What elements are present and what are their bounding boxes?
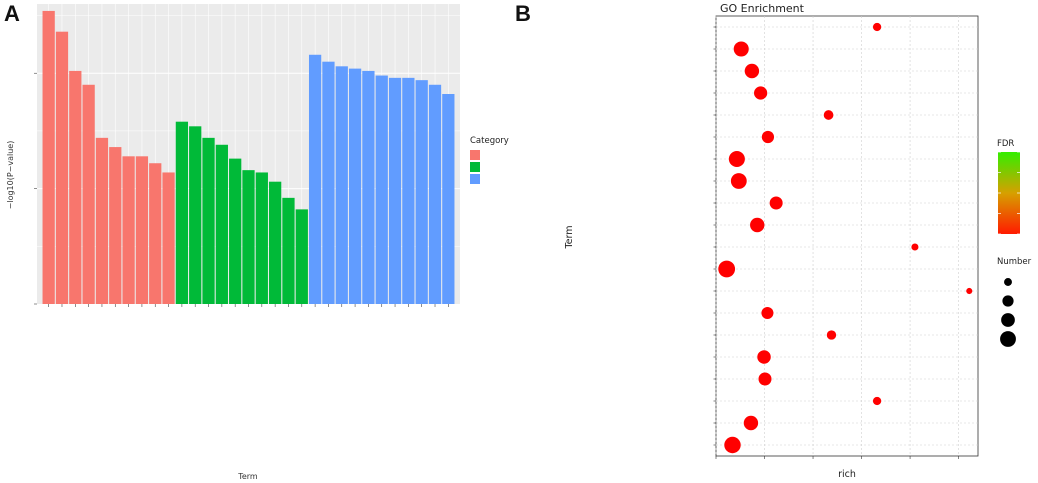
scatter-title: GO Enrichment [720,2,805,15]
bar-go-0071310 [402,77,415,304]
bar-go-0048856 [362,70,375,304]
bar-go-0006950 [335,66,348,304]
bar-go-0043230 [135,156,149,304]
bar-go-0005201 [255,172,268,304]
bar-chart-legend: Category [470,136,509,184]
legend-swatch-mf [470,162,480,172]
point-regulation-of-developmental-process [761,130,775,144]
bar-go-0070062 [162,172,175,304]
point-response-to-cytokine [823,110,834,120]
bar-go-0048731 [388,77,402,304]
point-extracellular-matrix [911,243,919,251]
point-system-development [733,41,749,57]
fdr-colorbar [998,152,1020,234]
bar-go-0005576 [55,31,69,304]
bar-go-0070887 [322,61,335,304]
bar-go-0031012 [82,84,95,305]
legend-swatch-bp [470,174,480,184]
point-negative-regulation-of-biological-process [728,150,745,168]
legend-title-category: Category [470,136,509,146]
point-cellular-response-to-chemical-stimulus [757,350,771,364]
number-legend-title: Number [997,257,1032,267]
bar-go-0048519 [348,68,362,304]
point-vasculature-development [872,22,882,32]
scatter-x-ticks [715,456,959,459]
bar-chart-bars [42,10,455,305]
bar-go-0030545 [215,144,228,304]
bar-go-0019838 [295,209,308,304]
bar-chart-x-label: Term [237,472,258,481]
bar-go-0005488 [282,197,295,304]
size-legend-dot [1004,278,1012,286]
legend-swatch-cc [470,150,480,160]
scatter-term-labels [713,26,716,446]
point-response-to-stress [744,63,760,79]
bar-go-0001944 [442,94,455,304]
size-legend-dot [1000,331,1016,347]
scatter-points [718,22,973,454]
scatter-panel [715,15,979,457]
point-cellular-response-to-cytokine-stimulus [826,330,837,340]
bar-go-0044815 [109,147,122,304]
bar-go-0007275 [308,54,322,305]
bar-go-0062023 [69,70,82,304]
bar-go-1903561 [122,156,135,304]
bar-chart-axes [34,72,449,307]
bar-go-0005102 [202,137,215,304]
point-extracellular-space [769,196,783,210]
point-multicellular-organism-development [730,173,747,189]
bar-go-0007166 [415,80,428,305]
bar-chart-y-label: −log10(P−value) [6,141,15,210]
panel-label-a: A [4,1,20,26]
point-developmental-process [718,260,736,278]
point-cell-surface-receptor-signaling-pathway [758,372,772,386]
point-extracellular-region [750,217,765,233]
bar-go-0048018 [175,121,189,304]
point-cardiovascular-system-development [872,396,882,406]
scatter-x-label: rich [838,469,856,480]
size-legend-dot [1002,295,1014,307]
point-animal-organ-development [743,415,759,431]
fdr-legend-title: FDR [997,139,1014,149]
point-response-to-organic-substance [754,86,768,100]
fdr-legend: FDR [997,139,1020,235]
bar-go-0008083 [269,181,282,304]
number-legend: Number [997,257,1032,347]
bar-go-0030546 [189,126,202,304]
bar-go-0005125 [229,158,242,304]
point-anatomical-structure-development [724,436,741,454]
bar-go-0005515 [242,170,255,304]
bar-go-0000786 [95,137,109,304]
bar-go-0005615 [42,10,55,305]
point-collagen-containing-extracellular-matrix [966,287,973,295]
panel-label-b: B [515,1,531,26]
bar-go-0031982 [149,163,162,304]
scatter-y-label: Term [564,225,575,249]
bar-go-0034097 [428,84,442,305]
size-legend-dot [1001,313,1015,327]
bar-go-0010033 [375,75,388,305]
point-cellular-response-to-organic-substance [761,306,774,320]
